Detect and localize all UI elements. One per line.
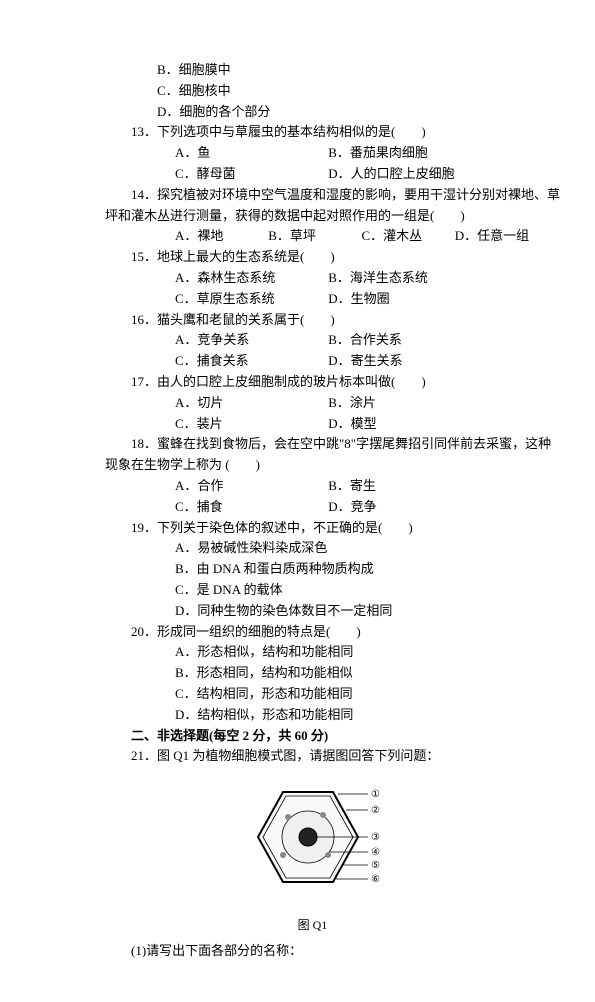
question-14-stem1: 14．探究植被对环境中空气温度和湿度的影响，要用干湿计分别对裸地、草 [105,185,520,206]
option-19b: B．由 DNA 和蛋白质两种物质构成 [105,559,520,580]
label-4: ④ [371,847,380,858]
option-15c: C．草原生态系统 [175,289,325,310]
option-12d: D．细胞的各个部分 [105,102,520,123]
question-13-row1: A．鱼 B．番茄果肉细胞 [105,143,520,164]
option-13a: A．鱼 [175,143,325,164]
option-17c: C．装片 [175,414,325,435]
option-14b: B．草坪 [268,226,358,247]
question-14-stem2: 坪和灌木丛进行测量，获得的数据中起对照作用的一组是( ) [105,206,520,227]
question-13-row2: C．酵母菌 D．人的口腔上皮细胞 [105,164,520,185]
label-1: ① [371,789,380,800]
option-15b: B．海洋生态系统 [328,270,428,285]
option-14d: D．任意一组 [455,228,529,243]
option-20b: B．形态相同，结构和功能相似 [105,663,520,684]
label-2: ② [371,805,380,816]
question-17-stem: 17．由人的口腔上皮细胞制成的玻片标本叫做( ) [105,372,520,393]
option-16d: D．寄生关系 [328,353,402,368]
option-17d: D．模型 [328,416,376,431]
question-16-row1: A．竞争关系 B．合作关系 [105,330,520,351]
question-18-stem2: 现象在生物学上称为 ( ) [105,455,520,476]
option-12b: B．细胞膜中 [105,60,520,81]
question-18-row2: C．捕食 D．竞争 [105,497,520,518]
option-14c: C．灌木丛 [362,226,452,247]
question-21-sub1: (1)请写出下面各部分的名称： [105,941,520,962]
option-13c: C．酵母菌 [175,164,325,185]
question-17-row2: C．装片 D．模型 [105,414,520,435]
question-15-row2: C．草原生态系统 D．生物圈 [105,289,520,310]
question-20-stem: 20．形成同一组织的细胞的特点是( ) [105,622,520,643]
option-13d: D．人的口腔上皮细胞 [328,166,454,181]
question-18-row1: A．合作 B．寄生 [105,476,520,497]
page-content: B．细胞膜中 C．细胞核中 D．细胞的各个部分 13．下列选项中与草履虫的基本结… [0,0,595,1002]
question-19-stem: 19．下列关于染色体的叙述中，不正确的是( ) [105,518,520,539]
question-14-row: A．裸地 B．草坪 C．灌木丛 D．任意一组 [105,226,520,247]
question-16-row2: C．捕食关系 D．寄生关系 [105,351,520,372]
option-12c: C．细胞核中 [105,81,520,102]
option-15d: D．生物圈 [328,291,389,306]
question-17-row1: A．切片 B．涂片 [105,393,520,414]
option-18b: B．寄生 [328,478,376,493]
option-18c: C．捕食 [175,497,325,518]
section-2-header: 二、非选择题(每空 2 分，共 60 分) [105,726,520,747]
option-20d: D．结构相似，形态和功能相同 [105,705,520,726]
option-18a: A．合作 [175,476,325,497]
label-5: ⑤ [371,860,380,871]
question-18-stem1: 18．蜜蜂在找到食物后，会在空中跳"8"字摆尾舞招引同伴前去采蜜，这种 [105,434,520,455]
question-21-stem: 21．图 Q­1 为植物细胞模式图，请据图回答下列问题： [105,746,520,767]
option-15a: A．森林生态系统 [175,268,325,289]
option-16c: C．捕食关系 [175,351,325,372]
option-14a: A．裸地 [175,226,265,247]
label-6: ⑥ [371,874,380,885]
option-20c: C．结构相同，形态和功能相同 [105,684,520,705]
option-13b: B．番茄果肉细胞 [328,145,428,160]
plant-cell-diagram: ① ② ③ ④ ⑤ ⑥ [228,777,398,897]
option-19d: D．同种生物的染色体数目不一定相同 [105,601,520,622]
label-3: ③ [371,832,380,843]
option-19a: A．易被碱性染料染成深色 [105,538,520,559]
figure-caption: 图 Q­1 [105,916,520,935]
question-16-stem: 16．猫头鹰和老鼠的关系属于( ) [105,310,520,331]
figure-q1: ① ② ③ ④ ⑤ ⑥ [105,777,520,904]
option-17a: A．切片 [175,393,325,414]
option-16b: B．合作关系 [328,332,402,347]
option-17b: B．涂片 [328,395,376,410]
option-19c: C．是 DNA 的载体 [105,580,520,601]
option-16a: A．竞争关系 [175,330,325,351]
question-15-stem: 15．地球上最大的生态系统是( ) [105,247,520,268]
option-20a: A．形态相似，结构和功能相同 [105,642,520,663]
question-15-row1: A．森林生态系统 B．海洋生态系统 [105,268,520,289]
option-18d: D．竞争 [328,499,376,514]
question-13-stem: 13．下列选项中与草履虫的基本结构相似的是( ) [105,122,520,143]
